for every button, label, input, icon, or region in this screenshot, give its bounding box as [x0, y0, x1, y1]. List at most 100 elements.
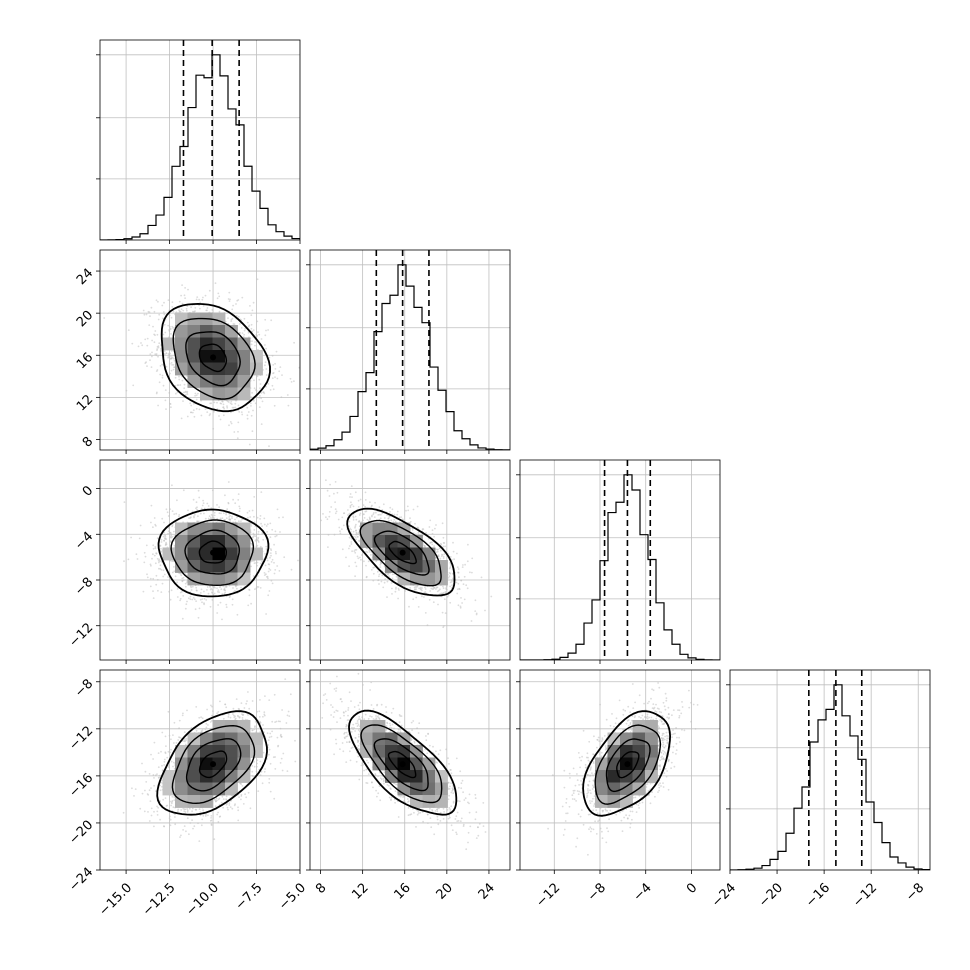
scatter-point — [216, 504, 218, 506]
scatter-point — [233, 431, 236, 433]
panel-2-0-area — [100, 460, 300, 660]
scatter-point — [391, 587, 393, 590]
scatter-point — [231, 598, 234, 601]
scatter-point — [173, 570, 176, 573]
scatter-point — [354, 575, 356, 578]
scatter-point — [264, 361, 267, 364]
scatter-point — [271, 377, 274, 380]
scatter-point — [240, 520, 242, 523]
scatter-point — [218, 506, 221, 509]
scatter-point — [141, 344, 144, 347]
scatter-point — [246, 321, 249, 324]
scatter-point — [253, 529, 256, 531]
scatter-point — [211, 591, 213, 594]
scatter-point — [178, 515, 180, 518]
scatter-point — [220, 512, 222, 515]
density-cell — [212, 362, 226, 376]
scatter-point — [457, 604, 460, 607]
scatter-point — [181, 617, 184, 620]
scatter-point — [210, 402, 213, 405]
mean-marker-2-0 — [210, 549, 217, 556]
scatter-point — [444, 545, 446, 548]
scatter-point — [218, 512, 221, 515]
density-cell — [225, 560, 238, 573]
density-cell — [212, 547, 226, 561]
scatter-point — [257, 533, 260, 535]
scatter-point — [257, 530, 260, 533]
scatter-point — [200, 414, 203, 417]
scatter-point — [218, 586, 221, 588]
scatter-point — [412, 598, 415, 601]
density-cell — [175, 350, 188, 363]
scatter-point — [205, 599, 208, 601]
scatter-point — [334, 508, 337, 511]
panel-1-1-frame — [309, 249, 511, 451]
scatter-point — [355, 531, 358, 534]
scatter-point — [219, 418, 222, 421]
scatter-point — [271, 384, 274, 387]
scatter-point — [189, 402, 192, 405]
scatter-point — [357, 557, 360, 560]
scatter-point — [157, 300, 159, 303]
scatter-point — [155, 353, 158, 355]
scatter-point — [450, 564, 452, 567]
scatter-point — [227, 481, 230, 483]
scatter-point — [490, 595, 493, 598]
ytick-label-2-1: −8 — [72, 575, 96, 599]
scatter-point — [169, 325, 171, 328]
scatter-point — [268, 445, 270, 448]
scatter-point — [396, 510, 399, 513]
scatter-point — [192, 498, 195, 501]
scatter-point — [205, 309, 208, 312]
scatter-point — [186, 600, 188, 603]
scatter-point — [213, 401, 216, 404]
scatter-point — [363, 517, 366, 519]
panel-2-0: −12−8−40 — [66, 459, 301, 664]
scatter-point — [185, 307, 188, 310]
scatter-point — [439, 592, 442, 595]
scatter-point — [276, 377, 279, 380]
scatter-point — [369, 501, 371, 504]
scatter-point — [182, 579, 185, 581]
scatter-point — [334, 481, 337, 483]
scatter-point — [257, 586, 260, 588]
scatter-point — [155, 574, 158, 577]
scatter-point — [167, 299, 170, 301]
scatter-point — [255, 562, 257, 564]
scatter-point — [251, 340, 253, 342]
scatter-point — [199, 307, 201, 310]
scatter-point — [353, 535, 355, 538]
scatter-point — [153, 554, 156, 557]
scatter-point — [165, 352, 168, 354]
scatter-point — [146, 365, 148, 367]
scatter-point — [225, 606, 228, 608]
scatter-point — [272, 364, 275, 366]
scatter-point — [200, 588, 203, 591]
scatter-point — [219, 517, 222, 520]
scatter-point — [249, 305, 251, 307]
scatter-point — [167, 576, 169, 578]
scatter-point — [154, 562, 157, 565]
scatter-point — [195, 398, 198, 401]
scatter-point — [253, 379, 255, 382]
scatter-point — [125, 389, 128, 392]
scatter-point — [191, 510, 194, 513]
scatter-point — [173, 357, 175, 360]
scatter-point — [151, 355, 153, 358]
scatter-point — [218, 295, 221, 298]
scatter-point — [164, 537, 167, 540]
scatter-point — [333, 533, 336, 536]
scatter-point — [252, 535, 255, 538]
scatter-point — [193, 598, 196, 601]
scatter-point — [176, 588, 179, 590]
scatter-point — [212, 593, 215, 596]
scatter-point — [471, 571, 473, 574]
scatter-point — [264, 364, 266, 367]
scatter-point — [223, 407, 226, 410]
density-cell — [162, 547, 176, 561]
scatter-point — [278, 570, 281, 572]
scatter-point — [263, 517, 266, 520]
scatter-point — [326, 489, 329, 492]
scatter-point — [254, 588, 256, 591]
